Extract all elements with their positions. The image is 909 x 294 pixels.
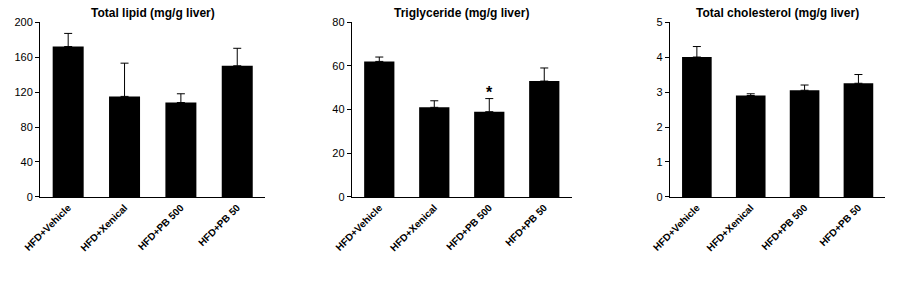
- svg-text:HFD+Vehicle: HFD+Vehicle: [22, 202, 73, 253]
- svg-text:1: 1: [657, 156, 663, 168]
- svg-text:HFD+Xenical: HFD+Xenical: [704, 202, 755, 253]
- svg-text:200: 200: [14, 16, 32, 28]
- svg-text:5: 5: [657, 16, 663, 28]
- svg-text:0: 0: [27, 191, 33, 203]
- svg-text:2: 2: [657, 121, 663, 133]
- svg-text:HFD+PB 50: HFD+PB 50: [817, 202, 863, 248]
- svg-text:80: 80: [332, 16, 344, 28]
- svg-text:HFD+Xenical: HFD+Xenical: [388, 202, 439, 253]
- svg-text:Triglyceride (mg/g liver): Triglyceride (mg/g liver): [394, 6, 529, 20]
- svg-text:160: 160: [14, 51, 32, 63]
- svg-text:*: *: [486, 84, 493, 101]
- svg-text:HFD+PB 500: HFD+PB 500: [760, 202, 810, 252]
- svg-text:4: 4: [657, 51, 663, 63]
- svg-text:120: 120: [14, 86, 32, 98]
- svg-text:Total lipid (mg/g liver): Total lipid (mg/g liver): [91, 6, 215, 20]
- svg-text:40: 40: [21, 156, 33, 168]
- svg-text:HFD+PB 500: HFD+PB 500: [136, 202, 186, 252]
- svg-text:HFD+PB 50: HFD+PB 50: [196, 202, 242, 248]
- svg-text:80: 80: [21, 121, 33, 133]
- svg-text:HFD+Xenical: HFD+Xenical: [78, 202, 129, 253]
- svg-text:HFD+Vehicle: HFD+Vehicle: [651, 202, 702, 253]
- svg-text:40: 40: [332, 103, 344, 115]
- svg-text:0: 0: [338, 191, 344, 203]
- svg-text:60: 60: [332, 60, 344, 72]
- svg-text:HFD+PB 500: HFD+PB 500: [444, 202, 494, 252]
- svg-text:3: 3: [657, 86, 663, 98]
- svg-text:Total cholesterol (mg/g liver): Total cholesterol (mg/g liver): [696, 6, 859, 20]
- svg-text:HFD+Vehicle: HFD+Vehicle: [333, 202, 384, 253]
- svg-text:HFD+PB 50: HFD+PB 50: [503, 202, 549, 248]
- svg-text:0: 0: [657, 191, 663, 203]
- svg-text:20: 20: [332, 147, 344, 159]
